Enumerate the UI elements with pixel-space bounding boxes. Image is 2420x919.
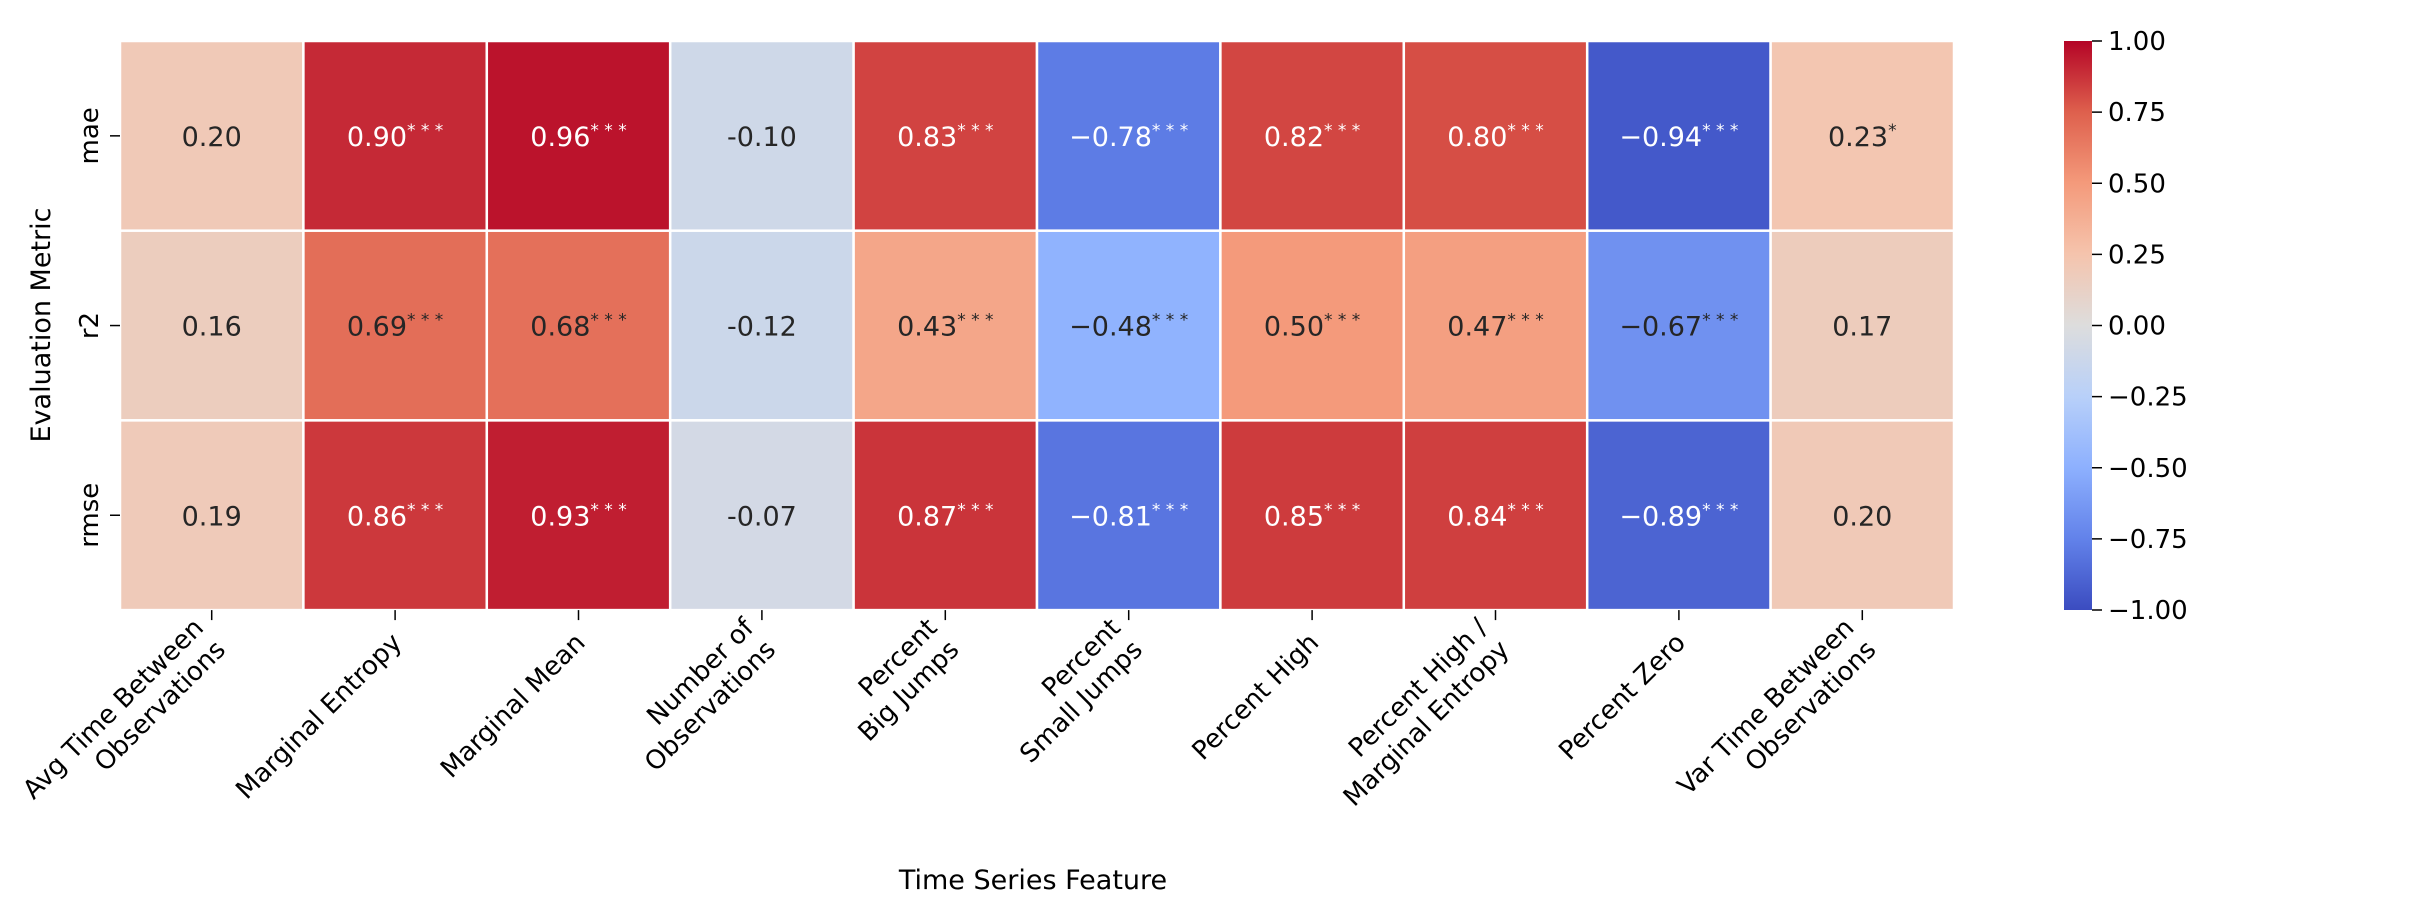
heatmap-cell (1585, 229, 1772, 422)
heatmap-cell (852, 419, 1039, 612)
y-tick-label: r2 (75, 312, 105, 339)
cell-value-label: 0.84* * * (1447, 500, 1543, 532)
cell-value-label: 0.93* * * (530, 500, 626, 532)
x-tick-label: Marginal Mean (435, 628, 591, 784)
cell-value-label: -0.12 (727, 312, 797, 343)
cell-value-label: 0.80* * * (1447, 121, 1543, 153)
heatmap-cell (485, 419, 672, 612)
cell-value-label: 0.20 (182, 122, 242, 153)
cell-value-label: −0.78* * * (1069, 121, 1188, 153)
heatmap-cells (118, 39, 1956, 612)
cell-value-label: 0.43* * * (897, 311, 993, 343)
cell-value-label: −0.94* * * (1619, 121, 1738, 153)
heatmap-cell (852, 39, 1039, 232)
x-tick-label: Number ofObservations (617, 612, 782, 777)
cell-value-label: −0.81* * * (1069, 500, 1188, 532)
x-tick-label: Percent High /Marginal Entropy (1316, 613, 1516, 813)
heatmap-cell (1769, 229, 1956, 422)
heatmap-cell (302, 229, 489, 422)
x-tick-label: PercentBig Jumps (831, 613, 966, 748)
y-axis-ticks: mae r2 rmse (75, 107, 120, 548)
cell-value-label: 0.96* * * (530, 121, 626, 153)
colorbar-tick-label: −0.50 (2108, 454, 2188, 484)
colorbar-tick-label: −0.75 (2108, 525, 2188, 555)
cell-value-label: 0.85* * * (1264, 500, 1360, 532)
heatmap-cell (1402, 229, 1589, 422)
heatmap-cell (1035, 229, 1222, 422)
cell-value-label: 0.68* * * (530, 311, 626, 343)
cell-value-label: −0.89* * * (1619, 500, 1738, 532)
heatmap-cell (302, 39, 489, 232)
x-tick-label: Percent High (1187, 628, 1325, 766)
x-tick-label: Percent Zero (1553, 628, 1692, 767)
heatmap-cell (1402, 39, 1589, 232)
heatmap-cell (118, 419, 305, 612)
heatmap-cell (1219, 419, 1406, 612)
y-tick-label: mae (75, 107, 105, 164)
cell-value-label: −0.67* * * (1619, 311, 1738, 343)
colorbar-tick-label: −0.25 (2108, 383, 2188, 413)
cell-value-label: 0.87* * * (897, 500, 993, 532)
heatmap-cell (1219, 229, 1406, 422)
x-axis-label: Time Series Feature (898, 865, 1167, 896)
colorbar-ticks: 1.00 0.75 0.50 0.25 0.00 −0.25 −0.50 −0.75 −1.00 (2092, 27, 2188, 626)
cell-value-label: 0.50* * * (1264, 311, 1360, 343)
cell-value-label: -0.07 (727, 501, 797, 532)
heatmap-cell (118, 39, 305, 232)
colorbar-tick-label: 1.00 (2108, 27, 2166, 57)
cell-value-label: 0.83* * * (897, 121, 993, 153)
cell-value-label: 0.20 (1832, 501, 1892, 532)
colorbar-tick-label: 0.75 (2108, 98, 2166, 128)
cell-value-label: 0.90* * * (347, 121, 443, 153)
heatmap-cell (302, 419, 489, 612)
colorbar-tick-label: 0.50 (2108, 169, 2166, 199)
colorbar-tick-label: −1.00 (2108, 596, 2188, 626)
heatmap-cell (1769, 419, 1956, 612)
colorbar-tick-label: 0.00 (2108, 312, 2166, 342)
x-tick-label: Marginal Entropy (230, 628, 408, 806)
cell-value-label: 0.82* * * (1264, 121, 1360, 153)
heatmap-cell (1585, 419, 1772, 612)
heatmap-cell (668, 229, 855, 422)
colorbar-tick-label: 0.25 (2108, 240, 2166, 270)
colorbar (2064, 41, 2092, 610)
cell-value-label: -0.10 (727, 122, 797, 153)
cell-value-label: 0.17 (1832, 312, 1892, 343)
cell-value-label: 0.69* * * (347, 311, 443, 343)
heatmap-cell-labels: 0.20 0.90* * * 0.96* * * -0.10 0.83* * * −0.7… (182, 121, 1897, 532)
heatmap-cell (485, 39, 672, 232)
heatmap-cell (1402, 419, 1589, 612)
y-axis-label: Evaluation Metric (26, 208, 57, 443)
cell-value-label: 0.23* (1828, 121, 1897, 153)
cell-value-label: 0.86* * * (347, 500, 443, 532)
x-tick-label: Var Time BetweenObservations (1672, 613, 1882, 823)
cell-value-label: −0.48* * * (1069, 311, 1188, 343)
heatmap-cell (1035, 39, 1222, 232)
y-tick-label: rmse (75, 483, 105, 548)
x-tick-label: Avg Time BetweenObservations (17, 613, 231, 827)
heatmap-cell (1769, 39, 1956, 232)
cell-value-label: 0.19 (182, 501, 242, 532)
cell-value-label: 0.16 (182, 312, 242, 343)
cell-value-label: 0.47* * * (1447, 311, 1543, 343)
heatmap-cell (668, 39, 855, 232)
heatmap-cell (485, 229, 672, 422)
x-tick-label: PercentSmall Jumps (992, 613, 1148, 769)
